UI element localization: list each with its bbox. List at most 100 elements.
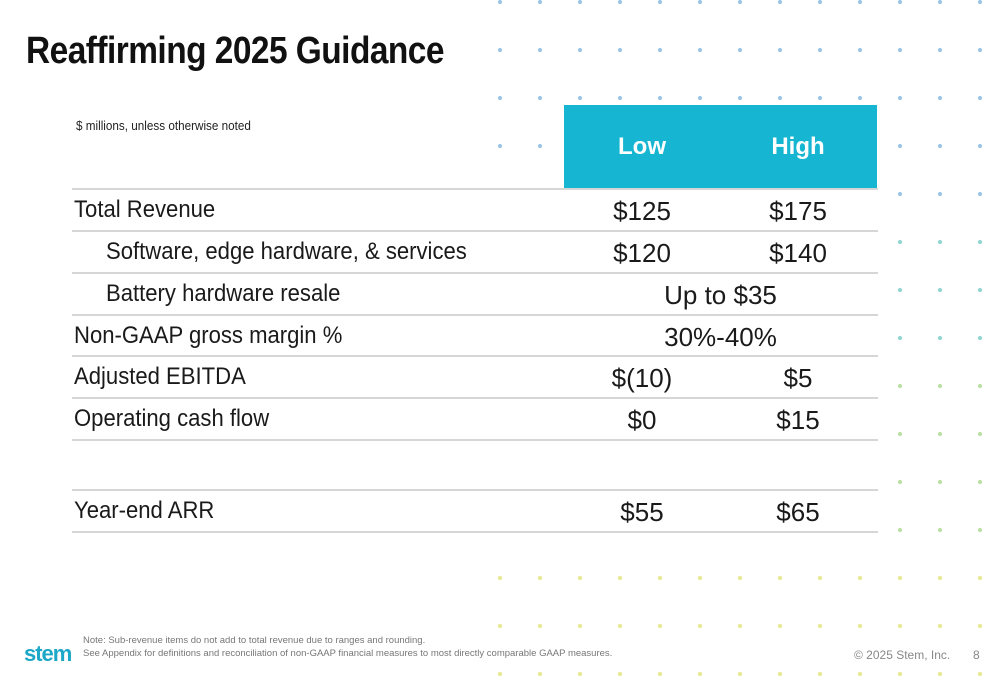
units-note: $ millions, unless otherwise noted bbox=[76, 118, 251, 133]
decorative-dot bbox=[698, 672, 702, 676]
decorative-dot bbox=[738, 672, 742, 676]
decorative-dot bbox=[898, 144, 902, 148]
decorative-dot bbox=[578, 48, 582, 52]
decorative-dot bbox=[978, 624, 982, 628]
row-label: Operating cash flow bbox=[74, 405, 270, 432]
decorative-dot bbox=[938, 672, 942, 676]
decorative-dot bbox=[698, 576, 702, 580]
row-value-low: $55 bbox=[620, 497, 664, 527]
decorative-dot bbox=[778, 48, 782, 52]
row-value-low: $125 bbox=[613, 196, 671, 226]
decorative-dot bbox=[978, 336, 982, 340]
decorative-dot bbox=[538, 0, 542, 4]
decorative-dot bbox=[618, 624, 622, 628]
decorative-dot bbox=[858, 576, 862, 580]
decorative-dot bbox=[818, 624, 822, 628]
column-header-low: Low bbox=[618, 133, 666, 160]
row-label: Total Revenue bbox=[74, 196, 216, 223]
decorative-dot bbox=[898, 336, 902, 340]
decorative-dot bbox=[538, 48, 542, 52]
decorative-dot bbox=[738, 48, 742, 52]
decorative-dot bbox=[658, 96, 662, 100]
decorative-dot bbox=[658, 672, 662, 676]
decorative-dot bbox=[978, 384, 982, 388]
decorative-dot bbox=[698, 624, 702, 628]
decorative-dot bbox=[658, 576, 662, 580]
decorative-dot bbox=[858, 0, 862, 4]
decorative-dot bbox=[618, 96, 622, 100]
decorative-dot bbox=[778, 624, 782, 628]
decorative-dot bbox=[538, 144, 542, 148]
decorative-dot bbox=[778, 672, 782, 676]
footnote-line-2: See Appendix for definitions and reconci… bbox=[83, 648, 613, 659]
decorative-dot bbox=[538, 96, 542, 100]
table-background bbox=[72, 188, 878, 533]
decorative-dot bbox=[978, 240, 982, 244]
row-value-high: $65 bbox=[776, 497, 820, 527]
decorative-dot bbox=[498, 624, 502, 628]
decorative-dot bbox=[738, 576, 742, 580]
decorative-dot bbox=[978, 480, 982, 484]
decorative-dot bbox=[698, 0, 702, 4]
table-row-year-end-arr: Year-end ARR $55 $65 bbox=[72, 489, 878, 533]
decorative-dot bbox=[858, 96, 862, 100]
row-label: Battery hardware resale bbox=[106, 280, 341, 307]
page-title: Reaffirming 2025 Guidance bbox=[26, 30, 451, 73]
decorative-dot bbox=[898, 96, 902, 100]
decorative-dot bbox=[898, 0, 902, 4]
decorative-dot bbox=[978, 288, 982, 292]
decorative-dot bbox=[978, 0, 982, 4]
decorative-dot bbox=[978, 432, 982, 436]
decorative-dot bbox=[578, 576, 582, 580]
row-value-combined: 30%-40% bbox=[664, 322, 777, 352]
decorative-dot bbox=[698, 96, 702, 100]
decorative-dot bbox=[538, 624, 542, 628]
decorative-dot bbox=[938, 288, 942, 292]
decorative-dot bbox=[818, 96, 822, 100]
decorative-dot bbox=[618, 48, 622, 52]
decorative-dot bbox=[898, 288, 902, 292]
decorative-dot bbox=[738, 96, 742, 100]
decorative-dot bbox=[858, 672, 862, 676]
row-value-high: $15 bbox=[776, 405, 820, 435]
decorative-dot bbox=[938, 336, 942, 340]
decorative-dot bbox=[498, 96, 502, 100]
row-label: Year-end ARR bbox=[74, 497, 215, 524]
decorative-dot bbox=[938, 432, 942, 436]
decorative-dot bbox=[778, 0, 782, 4]
decorative-dot bbox=[578, 624, 582, 628]
decorative-dot bbox=[938, 0, 942, 4]
decorative-dot bbox=[978, 192, 982, 196]
table-row-gross-margin: Non-GAAP gross margin % 30%-40% bbox=[72, 314, 878, 357]
decorative-dot bbox=[938, 192, 942, 196]
decorative-dot bbox=[738, 0, 742, 4]
row-value-low: $(10) bbox=[611, 363, 673, 393]
row-label: Software, edge hardware, & services bbox=[106, 238, 467, 265]
decorative-dot bbox=[738, 624, 742, 628]
decorative-dot bbox=[938, 480, 942, 484]
decorative-dot bbox=[898, 432, 902, 436]
decorative-dot bbox=[898, 576, 902, 580]
decorative-dot bbox=[898, 672, 902, 676]
decorative-dot bbox=[938, 240, 942, 244]
table-row-total-revenue: Total Revenue $125 $175 bbox=[72, 188, 878, 232]
decorative-dot bbox=[898, 480, 902, 484]
decorative-dot bbox=[658, 0, 662, 4]
decorative-dot bbox=[498, 576, 502, 580]
decorative-dot bbox=[658, 624, 662, 628]
decorative-dot bbox=[578, 0, 582, 4]
row-value-low: $120 bbox=[613, 238, 671, 268]
decorative-dot bbox=[818, 48, 822, 52]
decorative-dot bbox=[858, 48, 862, 52]
decorative-dot bbox=[538, 576, 542, 580]
row-value-high: $140 bbox=[769, 238, 827, 268]
page-number: 8 bbox=[971, 648, 982, 662]
decorative-dot bbox=[938, 144, 942, 148]
decorative-dot bbox=[658, 48, 662, 52]
decorative-dot bbox=[938, 576, 942, 580]
decorative-dot bbox=[818, 0, 822, 4]
decorative-dot bbox=[818, 672, 822, 676]
decorative-dot bbox=[898, 624, 902, 628]
decorative-dot bbox=[538, 672, 542, 676]
decorative-dot bbox=[978, 96, 982, 100]
